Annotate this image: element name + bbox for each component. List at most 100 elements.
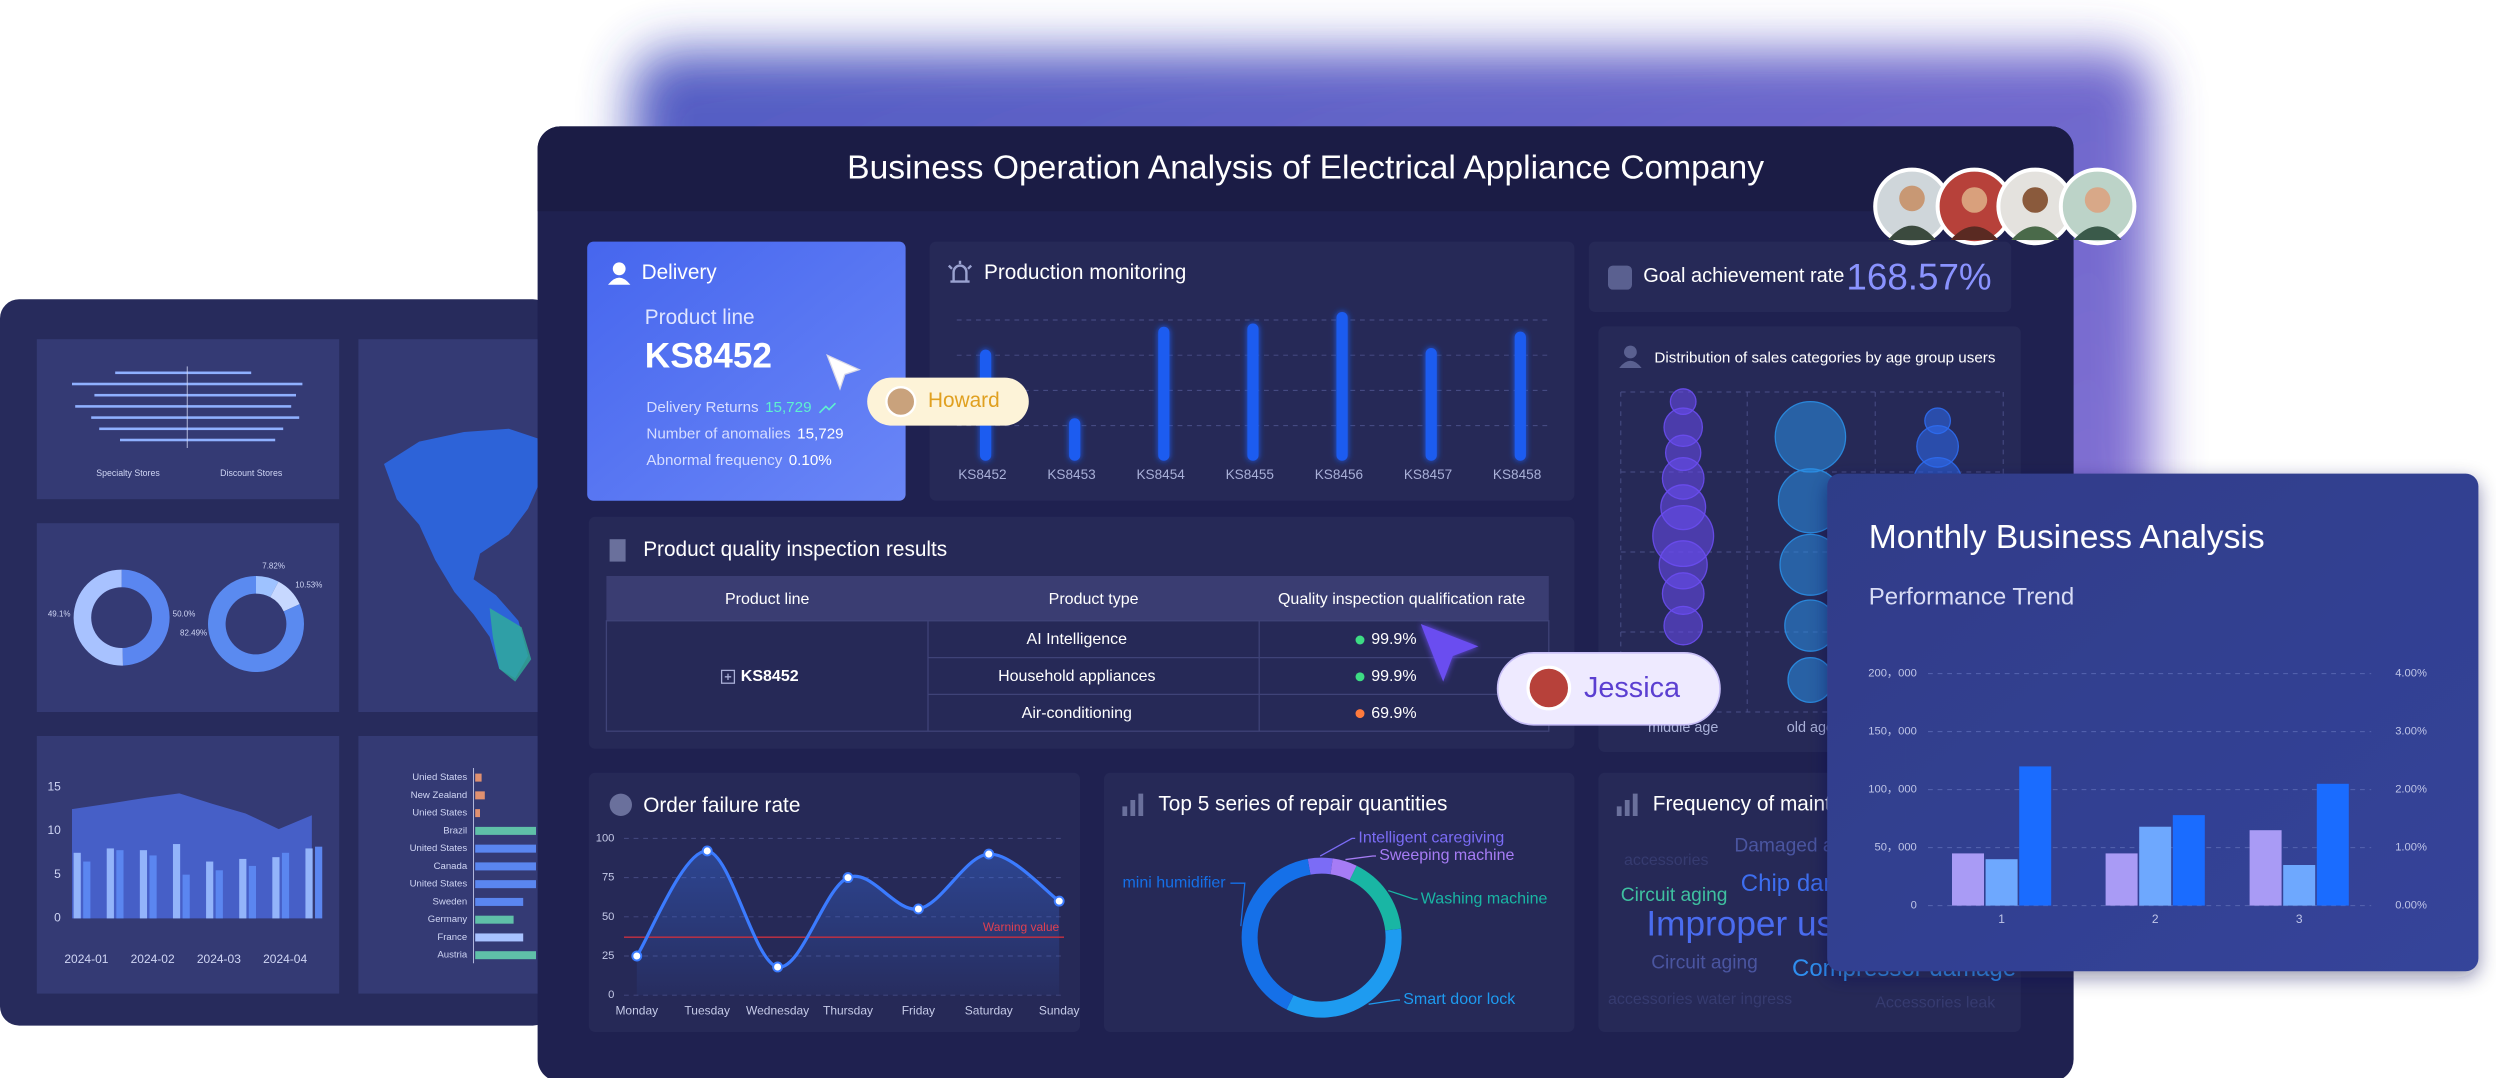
value-label: 49.1% — [48, 610, 71, 619]
main-dashboard: Business Operation Analysis of Electrica… — [537, 126, 2074, 1078]
bar — [1952, 853, 1984, 906]
segment-label: Intelligent caregiving — [1358, 830, 1504, 847]
category-label: United States — [410, 843, 468, 854]
donut-segment — [1330, 858, 1357, 881]
monthly-panel: Monthly Business Analysis Performance Tr… — [1827, 473, 2479, 972]
card-title: Product quality inspection results — [643, 538, 947, 561]
user-icon — [1624, 345, 1637, 359]
leader-line — [1388, 889, 1418, 900]
donut-segment — [1286, 928, 1402, 1018]
stat-label: Number of anomalies — [646, 425, 791, 442]
y-tick-label: 50 — [602, 911, 614, 923]
point — [631, 950, 643, 962]
bar — [475, 773, 482, 782]
bar — [182, 874, 190, 919]
chart-icon — [1122, 793, 1144, 816]
avatar[interactable] — [2058, 167, 2137, 246]
bar — [248, 865, 256, 919]
bar — [187, 393, 296, 397]
y-tick-label: 0 — [54, 911, 61, 925]
word: accessories water ingress — [1608, 991, 1792, 1008]
donut-segment — [256, 576, 279, 598]
bar — [475, 880, 536, 889]
x-tick-label: KS8453 — [1047, 467, 1095, 482]
y-tick-label: 100 — [596, 832, 615, 844]
word: accessories — [1624, 852, 1708, 869]
doc-icon — [609, 539, 626, 562]
bar — [475, 844, 536, 853]
cursor-name: Howard — [928, 389, 1000, 412]
x-tick-label: Saturday — [965, 1003, 1013, 1017]
point — [912, 903, 924, 915]
bar — [2105, 853, 2138, 906]
cell: Household appliances — [998, 668, 1155, 685]
leader-line — [1230, 882, 1246, 927]
column-header: Quality inspection qualification rate — [1278, 591, 1525, 608]
x-tick-label: 2024-04 — [263, 952, 307, 966]
x-tick-label: KS8452 — [958, 467, 1006, 482]
bar — [187, 427, 284, 431]
leader-line — [1368, 999, 1400, 1005]
bar — [1158, 326, 1170, 461]
segment-label: Smart door lock — [1403, 991, 1516, 1008]
donut-segment — [270, 581, 300, 612]
card-title: Top 5 series of repair quantities — [1158, 792, 1447, 815]
leader-line — [1345, 855, 1376, 861]
y-tick-label: 100，000 — [1868, 784, 1917, 796]
x-tick-label: Sunday — [1039, 1003, 1080, 1017]
bar — [83, 861, 91, 919]
bar — [2139, 826, 2172, 906]
y-tick-label: 10 — [47, 823, 61, 837]
x-tick-label: Tuesday — [684, 1003, 730, 1017]
expand-icon — [724, 673, 732, 680]
table-header — [606, 576, 1549, 621]
point — [701, 845, 713, 857]
y2-tick-label: 2.00% — [2395, 784, 2427, 796]
x-tick-label: KS8454 — [1136, 467, 1185, 482]
bar — [239, 858, 247, 919]
overlay-title: Monthly Business Analysis — [1869, 519, 2265, 556]
donut-segment — [208, 576, 304, 673]
quality-card — [588, 516, 1575, 749]
bar — [187, 438, 276, 442]
card-title: Production monitoring — [984, 261, 1186, 284]
point — [1053, 895, 1065, 907]
y2-tick-label: 1.00% — [2395, 842, 2427, 854]
bar — [475, 826, 536, 835]
bar — [206, 861, 214, 919]
x-tick-label: KS8457 — [1404, 467, 1452, 482]
card-title: Distribution of sales categories by age … — [1654, 349, 1995, 366]
donut-segment — [1307, 857, 1333, 875]
delivery-card — [587, 241, 906, 501]
category-label: United States — [410, 879, 468, 890]
value-label: 10.53% — [295, 581, 322, 590]
goal-icon — [1608, 265, 1632, 290]
y-tick-label: 50，000 — [1874, 842, 1916, 854]
x-tick-label: 1 — [1998, 912, 2005, 926]
stat-value: 0.10% — [789, 452, 832, 469]
cell: Air-conditioning — [1022, 705, 1132, 722]
word: Circuit aging — [1651, 952, 1758, 973]
bar — [475, 951, 536, 960]
stat-label: Abnormal frequency — [646, 452, 782, 469]
line-chart: 0 25 50 75 100 Warning value Monday Tuesday Wedn… — [596, 832, 1080, 1017]
value-label: 82.49% — [180, 629, 207, 638]
bubble — [1787, 656, 1834, 704]
x-tick-label: 2024-03 — [197, 952, 241, 966]
bar — [187, 405, 292, 408]
y-tick-label: 15 — [47, 779, 61, 793]
bar — [1425, 347, 1437, 461]
user-icon — [608, 277, 631, 285]
bar — [172, 844, 181, 919]
avatar[interactable] — [1873, 167, 1951, 246]
bar — [2316, 783, 2349, 906]
bar — [187, 416, 300, 419]
world-map — [489, 608, 532, 682]
category-label: Austria — [437, 950, 468, 961]
x-tick-label: Friday — [902, 1003, 935, 1017]
chart-icon — [1616, 793, 1638, 816]
goal-value: 168.57% — [1846, 257, 1991, 298]
y-tick-label: 150，000 — [1868, 726, 1917, 738]
bar — [315, 846, 323, 919]
